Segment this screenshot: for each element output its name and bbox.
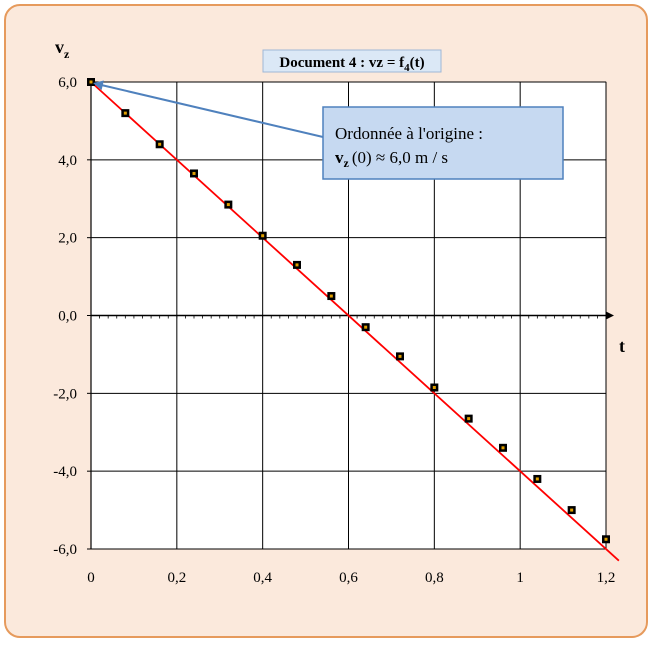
- data-point-center: [192, 171, 196, 175]
- data-point-center: [329, 294, 333, 298]
- data-point-center: [226, 203, 230, 207]
- data-point-center: [89, 80, 93, 84]
- data-point-center: [158, 142, 162, 146]
- callout-arrowhead: [93, 80, 104, 91]
- x-tick-label: 0,2: [167, 570, 186, 586]
- callout-box: [322, 106, 564, 180]
- data-point-center: [501, 446, 505, 450]
- data-point-center: [432, 385, 436, 389]
- callout-line2: vz (0) ≈ 6,0 m / s: [335, 148, 448, 170]
- y-tick-label: 2,0: [58, 231, 77, 247]
- chart-title-box: [262, 49, 442, 73]
- y-tick-label: 4,0: [58, 153, 77, 169]
- x-tick-label: 0: [87, 570, 95, 586]
- data-point-center: [398, 354, 402, 358]
- x-tick-label: 0,4: [253, 570, 272, 586]
- data-point-center: [123, 111, 127, 115]
- x-tick-label: 0,6: [339, 570, 358, 586]
- callout-line1: Ordonnée à l'origine :: [335, 124, 483, 143]
- data-point-center: [261, 234, 265, 238]
- y-tick-label: -4,0: [53, 464, 77, 480]
- data-point-center: [535, 477, 539, 481]
- chart-title: Document 4 : vz = f4(t): [279, 55, 424, 74]
- x-tick-label: 1,2: [597, 570, 616, 586]
- y-tick-label: -2,0: [53, 386, 77, 402]
- y-axis-label: vz: [55, 37, 70, 61]
- tick-labels: 0 0,2 0,4 0,6 0,8 1 1,2 6,0 4,0 2,0 0,0 -2,0 -4,0 -6,…: [53, 75, 615, 586]
- fit-line: [90, 81, 620, 562]
- x-axis-arrowhead: [606, 311, 614, 320]
- y-tick-label: 0,0: [58, 309, 77, 325]
- data-point-center: [295, 263, 299, 267]
- x-axis-label: t: [619, 336, 625, 356]
- callout-arrow: [96, 83, 324, 138]
- x-tick-label: 0,8: [425, 570, 444, 586]
- data-series: [87, 78, 620, 562]
- y-tick-label: -6,0: [53, 542, 77, 558]
- data-point-center: [364, 325, 368, 329]
- data-point-center: [467, 417, 471, 421]
- data-point-center: [570, 508, 574, 512]
- y-tick-label: 6,0: [58, 75, 77, 91]
- data-point-center: [604, 537, 608, 541]
- x-tick-label: 1: [516, 570, 524, 586]
